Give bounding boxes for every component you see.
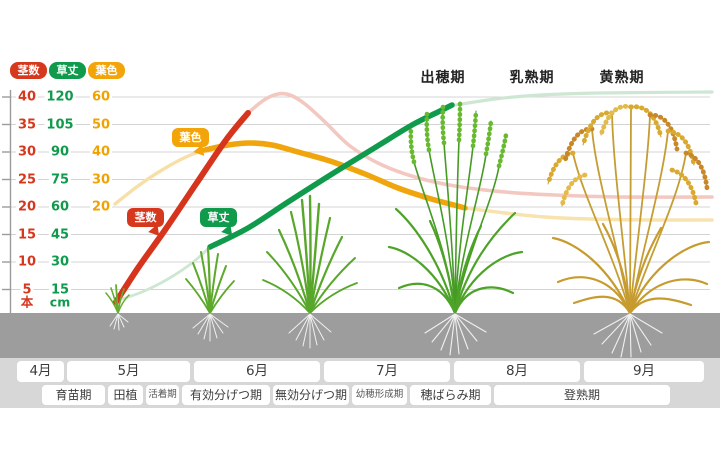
y-tick-hairo: 30 xyxy=(89,172,113,187)
rice-plant-stage-2 xyxy=(185,246,235,342)
line-kusatake-early-faded xyxy=(114,245,212,303)
heading-stage-label: 乳熟期 xyxy=(509,70,555,86)
line-kusatake-solid xyxy=(207,102,455,250)
line-keisu-faded xyxy=(246,91,714,199)
callout-kusatake: 草丈 xyxy=(200,208,237,240)
growth-stage-label: 活着期 xyxy=(146,385,179,405)
y-tick-keisu: 25 xyxy=(15,172,39,187)
y-axis-unit-keisu: 本 xyxy=(18,294,36,309)
line-kusatake-late-faded xyxy=(448,90,714,108)
y-tick-hairo: 60 xyxy=(89,89,113,105)
line-keisu-solid xyxy=(113,110,251,305)
month-label: 7月 xyxy=(324,361,450,382)
month-label: 8月 xyxy=(454,361,580,382)
y-axis-line xyxy=(2,90,12,313)
y-tick-hairo: 50 xyxy=(89,117,113,132)
growth-stage-label: 登熟期 xyxy=(494,385,670,405)
y-tick-hairo: 40 xyxy=(89,144,113,160)
y-tick-kusatake: 75 xyxy=(48,172,72,187)
y-tick-keisu: 40 xyxy=(15,89,39,105)
callout-tail-keisu xyxy=(148,224,164,240)
soil-band xyxy=(0,313,720,358)
line-hairo-late-faded xyxy=(463,206,714,222)
heading-stage-label: 出穂期 xyxy=(420,70,466,86)
growth-stage-label: 田植 xyxy=(108,385,143,405)
y-tick-keisu: 30 xyxy=(15,144,39,160)
growth-stage-label: 無効分げつ期 xyxy=(273,385,349,405)
line-hairo-early-faded xyxy=(113,148,207,206)
y-tick-kusatake: 120 xyxy=(44,89,76,105)
callout-hairo: 葉色 xyxy=(172,128,209,160)
line-hairo-solid xyxy=(202,140,468,211)
month-label: 6月 xyxy=(194,361,320,382)
month-label: 4月 xyxy=(17,361,64,382)
month-label: 5月 xyxy=(67,361,190,382)
rice-plant-stage-3 xyxy=(262,194,358,349)
y-tick-kusatake: 45 xyxy=(48,227,72,242)
heading-stage-label: 黄熟期 xyxy=(599,70,645,86)
growth-stage-label: 幼穂形成期 xyxy=(352,385,407,405)
y-tick-keisu: 15 xyxy=(15,227,39,242)
y-tick-keisu: 20 xyxy=(15,199,39,215)
rice-plant-stage-5 xyxy=(545,103,711,358)
callout-keisu: 茎数 xyxy=(127,208,164,240)
y-tick-keisu: 35 xyxy=(15,117,39,132)
y-tick-kusatake: 60 xyxy=(48,199,72,215)
legend-badge-kusatake: 草丈 xyxy=(49,62,86,79)
legend-badge-hairo: 葉色 xyxy=(88,62,125,79)
y-tick-kusatake: 15 xyxy=(48,282,72,297)
rice-plant-stage-4 xyxy=(387,100,524,356)
y-axis-unit-kusatake: cm xyxy=(47,294,73,309)
growth-stage-label: 有効分げつ期 xyxy=(182,385,270,405)
month-label: 9月 xyxy=(584,361,704,382)
chart-lines xyxy=(113,90,714,305)
y-tick-keisu: 5 xyxy=(20,282,34,297)
callout-tail-hairo xyxy=(193,144,209,160)
rice-plant-stage-1 xyxy=(105,284,130,331)
y-tick-hairo: 20 xyxy=(89,199,113,215)
growth-stage-label: 育苗期 xyxy=(42,385,105,405)
legend-badge-keisu: 茎数 xyxy=(10,62,47,79)
y-tick-kusatake: 105 xyxy=(44,117,76,132)
y-tick-kusatake: 30 xyxy=(48,254,72,270)
callout-tail-kusatake xyxy=(221,224,237,240)
y-tick-kusatake: 90 xyxy=(48,144,72,160)
y-tick-keisu: 10 xyxy=(15,254,39,270)
growth-stage-label: 穂ばらみ期 xyxy=(410,385,491,405)
